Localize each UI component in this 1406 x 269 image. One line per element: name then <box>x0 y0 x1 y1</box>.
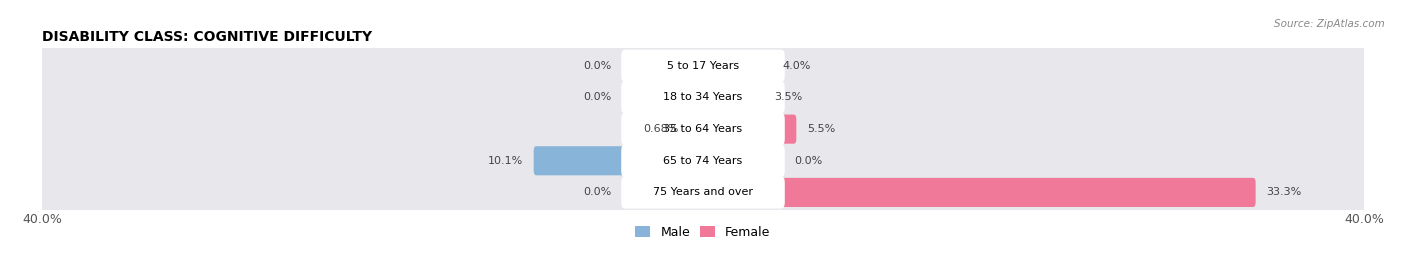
FancyBboxPatch shape <box>621 50 785 82</box>
FancyBboxPatch shape <box>700 146 730 175</box>
Text: 0.0%: 0.0% <box>583 61 612 71</box>
FancyBboxPatch shape <box>700 51 772 80</box>
FancyBboxPatch shape <box>676 83 706 112</box>
Text: Source: ZipAtlas.com: Source: ZipAtlas.com <box>1274 19 1385 29</box>
Text: 5 to 17 Years: 5 to 17 Years <box>666 61 740 71</box>
Text: 35 to 64 Years: 35 to 64 Years <box>664 124 742 134</box>
FancyBboxPatch shape <box>621 145 785 177</box>
Text: 10.1%: 10.1% <box>488 156 523 166</box>
Text: 5.5%: 5.5% <box>807 124 835 134</box>
FancyBboxPatch shape <box>534 146 706 175</box>
Legend: Male, Female: Male, Female <box>636 226 770 239</box>
FancyBboxPatch shape <box>37 73 1369 122</box>
FancyBboxPatch shape <box>37 105 1369 153</box>
FancyBboxPatch shape <box>37 137 1369 185</box>
Text: 0.0%: 0.0% <box>583 187 612 197</box>
Text: 0.0%: 0.0% <box>583 93 612 102</box>
FancyBboxPatch shape <box>621 113 785 145</box>
Text: 0.68%: 0.68% <box>643 124 679 134</box>
FancyBboxPatch shape <box>700 83 763 112</box>
Text: 4.0%: 4.0% <box>782 61 811 71</box>
Text: 65 to 74 Years: 65 to 74 Years <box>664 156 742 166</box>
FancyBboxPatch shape <box>676 178 706 207</box>
FancyBboxPatch shape <box>700 178 1256 207</box>
FancyBboxPatch shape <box>621 176 785 208</box>
FancyBboxPatch shape <box>676 51 706 80</box>
Text: 75 Years and over: 75 Years and over <box>652 187 754 197</box>
FancyBboxPatch shape <box>621 81 785 114</box>
Text: 0.0%: 0.0% <box>794 156 823 166</box>
Text: 3.5%: 3.5% <box>775 93 803 102</box>
Text: DISABILITY CLASS: COGNITIVE DIFFICULTY: DISABILITY CLASS: COGNITIVE DIFFICULTY <box>42 30 373 44</box>
FancyBboxPatch shape <box>37 168 1369 217</box>
FancyBboxPatch shape <box>689 115 706 144</box>
FancyBboxPatch shape <box>700 115 796 144</box>
Text: 33.3%: 33.3% <box>1267 187 1302 197</box>
FancyBboxPatch shape <box>37 42 1369 90</box>
Text: 18 to 34 Years: 18 to 34 Years <box>664 93 742 102</box>
